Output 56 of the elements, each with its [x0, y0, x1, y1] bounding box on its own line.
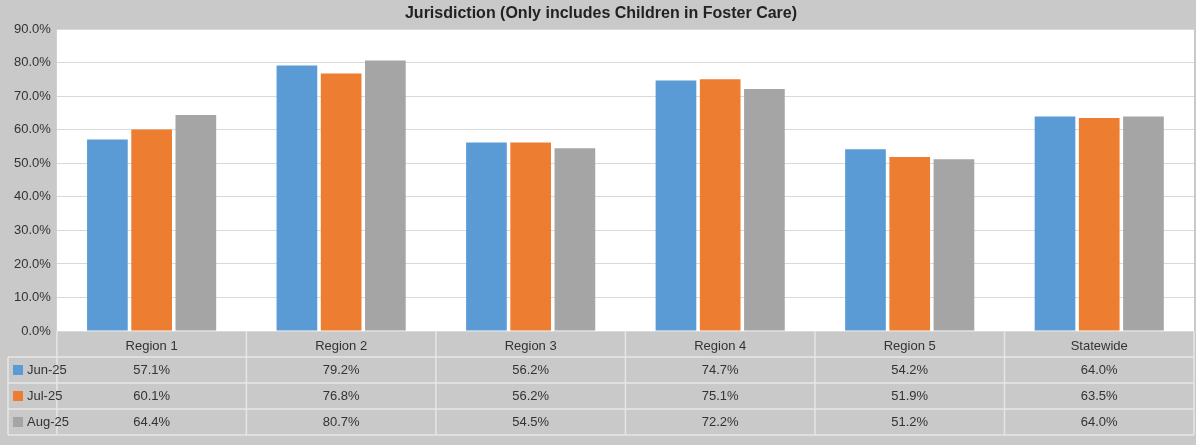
y-tick-label: 0.0%	[21, 322, 52, 338]
bar	[889, 156, 931, 331]
data-label: 54.2%	[891, 361, 929, 377]
bar	[655, 80, 697, 331]
y-tick-label: 30.0%	[13, 221, 52, 237]
data-label: 76.8%	[322, 387, 361, 403]
x-tick-label: Region 2	[315, 337, 368, 353]
data-label: 74.7%	[701, 361, 740, 377]
y-tick-label: 50.0%	[13, 154, 52, 170]
bar	[131, 129, 172, 331]
bar	[845, 149, 886, 331]
bar	[744, 88, 785, 331]
bar	[510, 142, 552, 331]
bar	[1123, 116, 1164, 331]
bar	[365, 60, 406, 331]
y-tick-label: 90.0%	[13, 20, 52, 36]
x-tick-label: Statewide	[1070, 337, 1128, 353]
y-tick-label: 40.0%	[13, 188, 52, 204]
bar	[1078, 118, 1120, 331]
bar	[933, 159, 975, 331]
bar	[320, 73, 362, 331]
bar	[466, 142, 507, 331]
bar	[554, 148, 596, 331]
data-label: 51.2%	[891, 413, 929, 429]
data-label: 56.2%	[512, 361, 550, 377]
data-label: 79.2%	[322, 361, 361, 377]
legend-label: Jun-25	[27, 361, 67, 377]
y-tick-label: 10.0%	[13, 289, 52, 305]
bar	[175, 115, 217, 331]
x-tick-label: Region 3	[504, 337, 557, 353]
y-tick-label: 20.0%	[13, 255, 52, 271]
data-label: 64.0%	[1080, 413, 1119, 429]
bar	[87, 139, 128, 331]
data-label: 75.1%	[701, 387, 740, 403]
chart-title: Jurisdiction (Only includes Children in Foster Care)	[404, 4, 798, 22]
legend-label: Aug-25	[27, 413, 69, 429]
data-label: 64.4%	[133, 413, 171, 429]
x-tick-label: Region 5	[883, 337, 936, 353]
data-label: 51.9%	[891, 387, 929, 403]
y-tick-label: 80.0%	[13, 54, 52, 70]
y-tick-label: 60.0%	[13, 121, 52, 137]
data-label: 72.2%	[701, 413, 740, 429]
data-label: 57.1%	[133, 361, 171, 377]
x-tick-label: Region 1	[125, 337, 178, 353]
legend-label: Jul-25	[27, 387, 63, 403]
data-label: 56.2%	[512, 387, 550, 403]
x-tick-label: Region 4	[694, 337, 747, 353]
bar	[1034, 116, 1076, 331]
data-label: 63.5%	[1080, 387, 1119, 403]
data-label: 60.1%	[133, 387, 171, 403]
data-label: 54.5%	[512, 413, 550, 429]
bar	[276, 65, 318, 331]
data-label: 80.7%	[322, 413, 361, 429]
y-tick-label: 70.0%	[13, 87, 52, 103]
bar	[699, 79, 741, 331]
data-label: 64.0%	[1080, 361, 1119, 377]
